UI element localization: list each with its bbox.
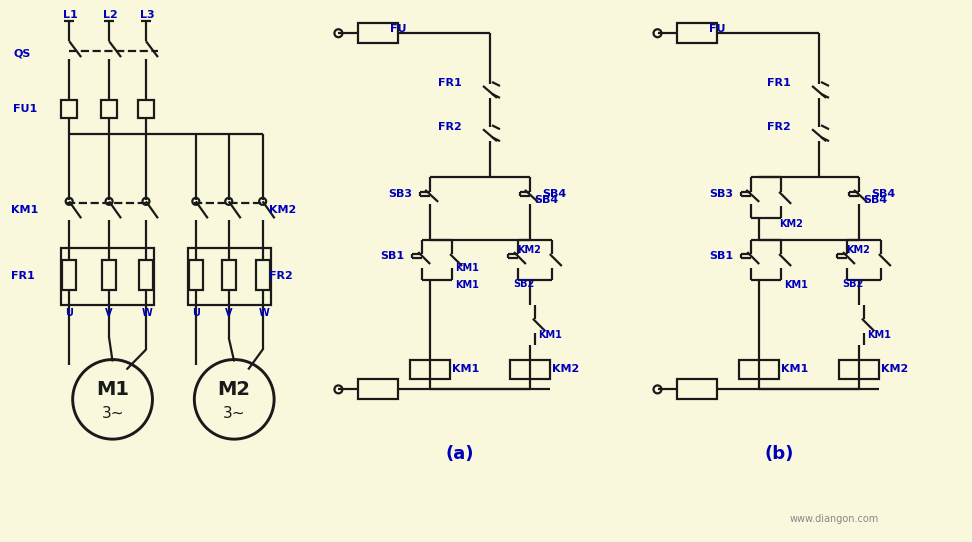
Text: SB3: SB3 xyxy=(388,189,412,199)
Text: (a): (a) xyxy=(446,445,474,463)
Text: SB1: SB1 xyxy=(380,251,404,261)
Text: KM2: KM2 xyxy=(268,205,295,215)
Text: QS: QS xyxy=(14,48,31,58)
Text: KM2: KM2 xyxy=(881,364,908,375)
Circle shape xyxy=(73,359,153,439)
Circle shape xyxy=(334,29,342,37)
Text: L1: L1 xyxy=(63,10,78,20)
Text: KM1: KM1 xyxy=(12,205,39,215)
Text: V: V xyxy=(105,308,113,318)
Bar xyxy=(61,100,77,118)
Text: KM1: KM1 xyxy=(538,330,562,340)
Text: (b): (b) xyxy=(764,445,794,463)
Bar xyxy=(101,100,117,118)
Circle shape xyxy=(143,198,150,205)
Bar xyxy=(677,23,717,43)
Circle shape xyxy=(66,198,73,205)
Bar xyxy=(359,379,399,399)
Circle shape xyxy=(106,198,113,205)
Bar xyxy=(359,23,399,43)
Text: SB4: SB4 xyxy=(863,195,887,205)
Text: FR2: FR2 xyxy=(438,122,462,132)
Bar xyxy=(740,359,780,379)
Text: M2: M2 xyxy=(218,380,251,399)
Text: KM1: KM1 xyxy=(452,364,479,375)
Text: M1: M1 xyxy=(96,380,129,399)
Text: SB4: SB4 xyxy=(534,195,558,205)
Bar xyxy=(102,260,116,290)
Bar xyxy=(61,248,154,305)
Circle shape xyxy=(653,385,662,393)
Text: FR1: FR1 xyxy=(767,78,791,88)
Bar xyxy=(410,359,450,379)
Text: U: U xyxy=(191,308,199,318)
Text: V: V xyxy=(225,308,232,318)
Text: L3: L3 xyxy=(140,10,155,20)
Text: KM1: KM1 xyxy=(455,280,479,290)
Text: FR2: FR2 xyxy=(268,271,293,281)
Circle shape xyxy=(194,359,274,439)
Circle shape xyxy=(226,198,232,205)
Text: FU: FU xyxy=(710,24,725,34)
Text: SB2: SB2 xyxy=(513,279,535,289)
Text: www.diangon.com: www.diangon.com xyxy=(789,514,879,524)
Text: FU: FU xyxy=(390,24,406,34)
Text: SB2: SB2 xyxy=(842,279,863,289)
Bar xyxy=(256,260,269,290)
Text: KM2: KM2 xyxy=(780,220,803,229)
Text: KM2: KM2 xyxy=(517,245,540,255)
Text: L2: L2 xyxy=(103,10,118,20)
Text: FR2: FR2 xyxy=(767,122,791,132)
Text: 3~: 3~ xyxy=(223,406,246,421)
Text: KM1: KM1 xyxy=(784,280,808,290)
Text: W: W xyxy=(142,308,153,318)
Bar xyxy=(62,260,76,290)
Text: W: W xyxy=(259,308,269,318)
Text: U: U xyxy=(65,308,73,318)
Text: KM1: KM1 xyxy=(867,330,890,340)
Bar xyxy=(839,359,879,379)
Bar xyxy=(188,248,270,305)
Text: SB4: SB4 xyxy=(871,189,895,199)
Text: KM2: KM2 xyxy=(552,364,579,375)
Bar xyxy=(138,100,154,118)
Text: KM1: KM1 xyxy=(455,263,479,273)
Text: FR1: FR1 xyxy=(438,78,462,88)
Text: SB1: SB1 xyxy=(710,251,734,261)
Circle shape xyxy=(653,29,662,37)
Bar xyxy=(139,260,153,290)
Text: SB3: SB3 xyxy=(710,189,733,199)
Circle shape xyxy=(334,385,342,393)
Text: SB4: SB4 xyxy=(541,189,566,199)
Text: KM2: KM2 xyxy=(846,245,870,255)
Bar xyxy=(510,359,550,379)
Bar xyxy=(189,260,203,290)
Text: KM1: KM1 xyxy=(781,364,809,375)
Text: 3~: 3~ xyxy=(101,406,123,421)
Bar xyxy=(222,260,236,290)
Text: FU1: FU1 xyxy=(14,104,38,114)
Circle shape xyxy=(260,198,266,205)
Circle shape xyxy=(192,198,199,205)
Text: FR1: FR1 xyxy=(12,271,35,281)
Bar xyxy=(677,379,717,399)
